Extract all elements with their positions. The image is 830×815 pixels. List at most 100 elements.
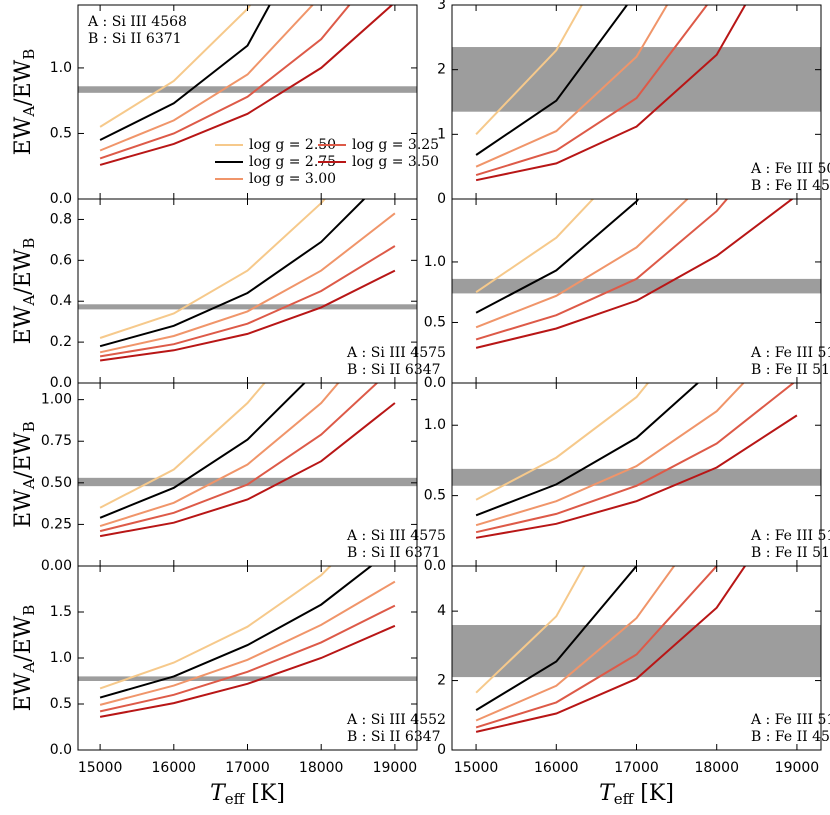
series-line	[475, 566, 747, 733]
y-tick-label: 0.5	[50, 125, 72, 141]
legend-label: log g = 2.75	[249, 154, 336, 170]
plot-area	[452, 566, 821, 733]
y-axis-label-part: /EW	[11, 615, 36, 661]
series-line	[99, 383, 266, 509]
series-line	[99, 402, 396, 538]
y-axis-label: EWA/EWB	[11, 238, 38, 345]
series-line	[99, 580, 396, 706]
annotation: B : Fe II 5169	[751, 545, 830, 561]
y-axis-label-part: B	[20, 605, 38, 616]
y-tick-label: 1.5	[50, 604, 72, 620]
panel: 15000 16000 17000 18000 190000.00.51.01.5EWA…	[11, 565, 446, 808]
series-line	[99, 566, 332, 690]
series-line	[475, 566, 586, 694]
y-tick-label: 2	[437, 673, 446, 689]
series-line	[99, 199, 327, 339]
y-tick-label: 0.5	[50, 696, 72, 712]
band	[452, 468, 821, 486]
y-tick-label: 0.8	[50, 211, 72, 227]
x-tick-label: 18000	[299, 760, 344, 776]
plot-area	[78, 383, 417, 538]
panel: 0 1 2 3 A : Fe III 5074B : Fe II 4584	[437, 0, 830, 207]
x-tick-label: 18000	[694, 760, 739, 776]
series-line	[99, 5, 394, 166]
plot-area	[452, 199, 821, 349]
series-line	[475, 566, 676, 722]
y-tick-label: 0.0	[50, 375, 72, 391]
y-axis-label-part: A	[20, 662, 38, 674]
series-line	[475, 5, 669, 168]
y-tick-label: 1.0	[424, 254, 446, 270]
series-line	[99, 245, 396, 358]
series-line	[475, 5, 629, 156]
series-line	[99, 624, 396, 718]
series-line	[475, 414, 798, 539]
series-line	[99, 566, 373, 699]
y-tick-label: 0.50	[41, 475, 72, 491]
legend-label: log g = 3.00	[249, 171, 336, 187]
y-tick-label: 0.0	[50, 191, 72, 207]
x-tick-label: 19000	[775, 760, 820, 776]
y-tick-label: 1.00	[41, 392, 72, 408]
y-axis-label: EWA/EWB	[11, 605, 38, 712]
series-line	[475, 199, 794, 349]
series-line	[475, 566, 718, 729]
y-tick-label: 2	[437, 62, 446, 78]
annotation: B : Si II 6347	[347, 362, 441, 378]
series-line	[475, 383, 700, 517]
y-axis-label-part: B	[20, 421, 38, 432]
y-tick-label: 0.25	[41, 516, 72, 532]
x-axis-label-part: eff	[614, 790, 635, 808]
y-axis-label-part: A	[20, 478, 38, 490]
legend-label: log g = 3.50	[352, 154, 439, 170]
y-axis-label-part: EW	[11, 672, 36, 711]
y-tick-label: 1.0	[50, 60, 72, 76]
plot-area	[452, 5, 821, 182]
series-line	[475, 5, 709, 177]
x-axis-label: Teff [K]	[210, 781, 285, 808]
y-tick-label: 0.0	[424, 375, 446, 391]
annotation: A : Si III 4575	[346, 345, 446, 361]
band	[452, 625, 821, 678]
y-tick-label: 0	[437, 742, 446, 758]
series-line	[99, 5, 271, 141]
x-axis-label-part: eff	[225, 790, 246, 808]
y-axis-label-part: A	[20, 295, 38, 307]
y-axis-label-part: /EW	[11, 59, 36, 105]
x-axis-label-part: T	[599, 781, 616, 806]
x-tick-label: 19000	[373, 760, 418, 776]
legend-label: log g = 3.25	[352, 137, 439, 153]
series-line	[475, 5, 747, 182]
x-axis-label-part: T	[210, 781, 227, 806]
series-line	[475, 199, 689, 329]
band	[78, 676, 417, 681]
y-axis-label-part: B	[20, 238, 38, 249]
y-tick-label: 1	[437, 126, 446, 142]
x-tick-label: 15000	[78, 760, 123, 776]
series-line	[99, 5, 351, 160]
band	[452, 278, 821, 294]
y-tick-label: 3	[437, 0, 446, 13]
x-axis-label-part: [K]	[633, 781, 674, 806]
series-line	[99, 5, 314, 152]
band	[78, 86, 417, 93]
y-tick-label: 0.5	[424, 314, 446, 330]
series-line	[475, 199, 729, 341]
x-tick-label: 15000	[454, 760, 499, 776]
annotation: A : Si III 4568	[87, 14, 187, 30]
y-tick-label: 0.4	[50, 293, 72, 309]
series-line	[475, 199, 640, 314]
annotation: A : Si III 4552	[346, 712, 446, 728]
y-tick-label: 0.0	[50, 742, 72, 758]
annotation: B : Si II 6371	[88, 31, 182, 47]
annotation: B : Fe II 4584	[751, 729, 830, 745]
y-tick-label: 0.5	[424, 488, 446, 504]
y-axis-label-part: /EW	[11, 432, 36, 478]
x-axis-label: Teff [K]	[599, 781, 674, 808]
y-axis-label-part: B	[20, 49, 38, 60]
panel: 15000 16000 17000 18000 19000 0 2 4 Teff [K] A : …	[437, 565, 830, 808]
series-line	[475, 199, 595, 294]
